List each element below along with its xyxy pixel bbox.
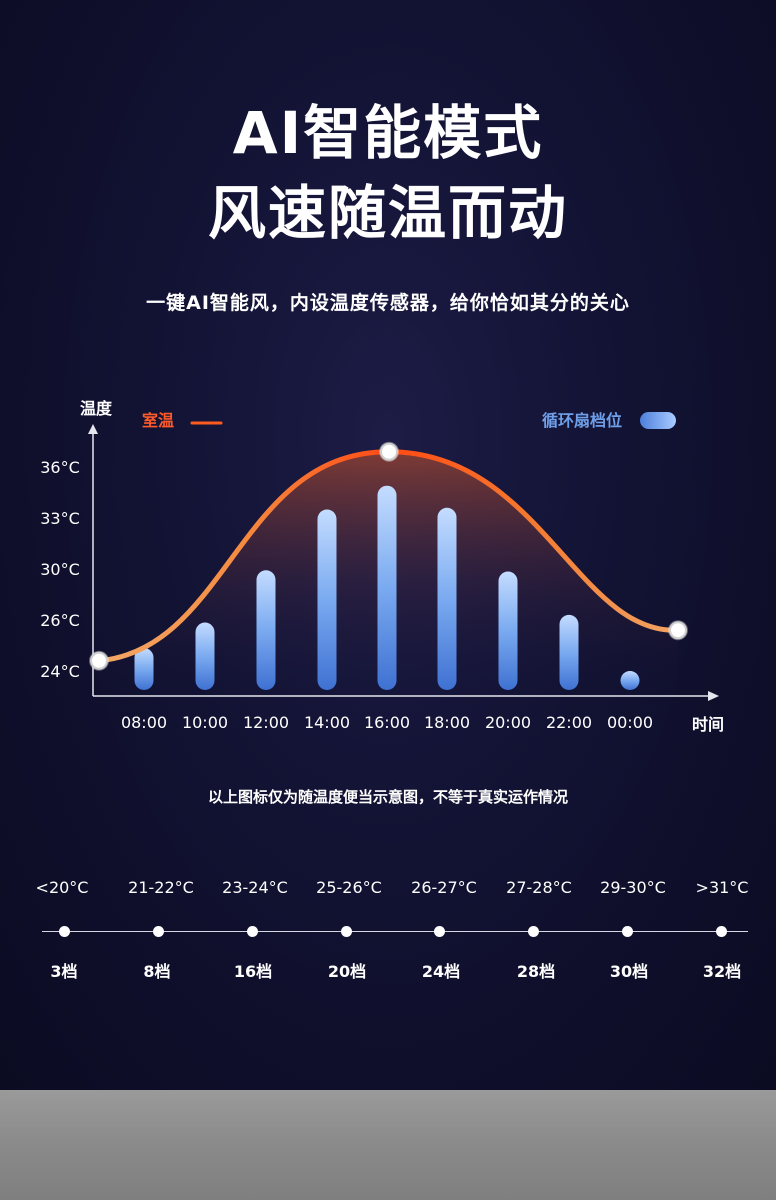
x-axis-label: 时间 bbox=[692, 715, 724, 734]
fan-level-bar bbox=[134, 648, 154, 690]
x-tick-label: 10:00 bbox=[182, 713, 228, 732]
fan-level-bar bbox=[317, 509, 337, 690]
x-tick-label: 08:00 bbox=[121, 713, 167, 732]
x-tick-label: 00:00 bbox=[607, 713, 653, 732]
fan-level-bar bbox=[498, 571, 518, 690]
fan-level-bar bbox=[256, 570, 276, 690]
x-axis-arrow bbox=[708, 691, 719, 701]
y-axis-label: 温度 bbox=[79, 399, 113, 418]
temperature-fan-chart: 温度 时间 24°C 26°C 30°C 33°C 36°C 08:00 10:… bbox=[40, 399, 724, 734]
scale-dot bbox=[527, 926, 539, 937]
x-tick-label: 22:00 bbox=[546, 713, 592, 732]
headline-line-1: AI智能模式 bbox=[232, 99, 544, 167]
scale-level-label: 20档 bbox=[327, 962, 367, 981]
scale-dot bbox=[433, 926, 445, 937]
x-tick-label: 18:00 bbox=[424, 713, 470, 732]
fan-level-bar bbox=[620, 671, 640, 690]
y-tick-label: 36°C bbox=[40, 458, 80, 477]
scale-level-label: 3档 bbox=[50, 962, 78, 981]
disclaimer-note: 以上图标仅为随温度便当示意图，不等于真实运作情况 bbox=[207, 788, 568, 806]
curve-peak-marker bbox=[380, 442, 398, 461]
scale-dot bbox=[340, 926, 352, 937]
y-axis-arrow bbox=[88, 424, 98, 434]
scale-dot bbox=[621, 926, 633, 937]
scale-line bbox=[42, 931, 748, 932]
scale-temperature-label: 27-28°C bbox=[506, 878, 572, 897]
scale-dot bbox=[246, 926, 258, 937]
fan-level-bar bbox=[559, 614, 579, 690]
subtitle: 一键AI智能风，内设温度传感器，给你恰如其分的关心 bbox=[146, 292, 630, 314]
scale-dot bbox=[58, 926, 70, 937]
scale-temperature-label: 25-26°C bbox=[316, 878, 382, 897]
x-tick-label: 20:00 bbox=[485, 713, 531, 732]
scale-level-label: 16档 bbox=[233, 962, 273, 981]
x-tick-label: 12:00 bbox=[243, 713, 289, 732]
scale-temperature-label: 29-30°C bbox=[600, 878, 666, 897]
scale-level-label: 24档 bbox=[421, 962, 461, 981]
bottom-gray-strip bbox=[0, 1090, 776, 1200]
x-tick-label: 16:00 bbox=[364, 713, 410, 732]
scale-temperature-label: <20°C bbox=[35, 878, 89, 897]
legend-room-temp-label: 室温 bbox=[142, 411, 174, 430]
fan-level-bar bbox=[437, 507, 457, 690]
scale-dot bbox=[152, 926, 164, 937]
scale-temperature-label: >31°C bbox=[695, 878, 749, 897]
scale-level-label: 28档 bbox=[516, 962, 556, 981]
curve-start-marker bbox=[90, 651, 108, 670]
scale-temperature-label: 23-24°C bbox=[222, 878, 288, 897]
legend-fan-level-swatch bbox=[640, 412, 676, 429]
y-tick-label: 30°C bbox=[40, 560, 80, 579]
legend-fan-level-label: 循环扇档位 bbox=[542, 411, 622, 430]
fan-level-bar bbox=[195, 622, 215, 690]
y-tick-label: 33°C bbox=[40, 509, 80, 528]
fan-level-bar bbox=[377, 485, 397, 690]
temperature-level-scale: <20°C 21-22°C 23-24°C 25-26°C 26-27°C 27… bbox=[0, 870, 776, 990]
scale-temperature-label: 26-27°C bbox=[411, 878, 477, 897]
y-tick-label: 24°C bbox=[40, 662, 80, 681]
scale-level-label: 30档 bbox=[609, 962, 649, 981]
headline-line-2: 风速随温而动 bbox=[207, 179, 568, 247]
y-tick-label: 26°C bbox=[40, 611, 80, 630]
scale-level-label: 8档 bbox=[143, 962, 171, 981]
curve-end-marker bbox=[669, 621, 687, 640]
scale-dot bbox=[715, 926, 727, 937]
x-tick-label: 14:00 bbox=[304, 713, 350, 732]
scale-temperature-label: 21-22°C bbox=[128, 878, 194, 897]
scale-level-label: 32档 bbox=[702, 962, 742, 981]
